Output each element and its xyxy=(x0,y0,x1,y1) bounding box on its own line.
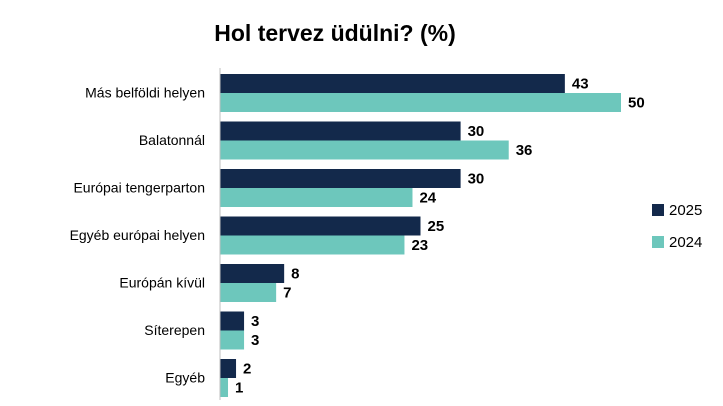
bar-2025 xyxy=(220,264,285,283)
bar-2025 xyxy=(220,311,245,331)
data-label-2024: 36 xyxy=(516,142,533,159)
bar-2024 xyxy=(220,235,405,255)
data-label-2025: 43 xyxy=(572,75,589,92)
category-label: Balatonnál xyxy=(139,132,205,148)
bar-2024 xyxy=(220,283,277,302)
data-label-2025: 30 xyxy=(468,123,485,140)
data-label-2024: 3 xyxy=(251,332,259,349)
category-label: Európai tengerparton xyxy=(73,180,205,196)
data-label-2025: 30 xyxy=(468,170,485,187)
legend-swatch-2025 xyxy=(652,204,664,216)
bar-2025 xyxy=(220,74,565,93)
category-label: Egyéb európai helyen xyxy=(70,227,205,243)
bar-2024 xyxy=(220,140,509,160)
data-label-2025: 8 xyxy=(291,265,299,282)
bar-2025 xyxy=(220,121,461,141)
data-label-2024: 23 xyxy=(411,237,428,254)
legend-swatch-2024 xyxy=(652,236,664,248)
category-label: Európán kívül xyxy=(119,275,205,291)
bar-2024 xyxy=(220,378,229,397)
category-label: Más belföldi helyen xyxy=(85,85,205,101)
data-label-2025: 2 xyxy=(243,360,251,377)
bar-2024 xyxy=(220,330,245,350)
data-label-2025: 3 xyxy=(251,313,259,330)
data-label-2024: 7 xyxy=(283,284,291,301)
data-label-2024: 24 xyxy=(419,189,436,206)
data-label-2025: 25 xyxy=(428,218,445,235)
bar-2025 xyxy=(220,216,421,236)
bar-2025 xyxy=(220,359,237,378)
legend-label-2025: 2025 xyxy=(669,202,702,219)
bar-2024 xyxy=(220,188,413,207)
data-label-2024: 50 xyxy=(628,94,645,111)
legend-label-2024: 2024 xyxy=(669,234,702,251)
bar-2025 xyxy=(220,169,461,188)
data-label-2024: 1 xyxy=(235,379,243,396)
category-label: Egyéb xyxy=(165,370,205,386)
bar-2024 xyxy=(220,93,621,112)
chart-title: Hol tervez üdülni? (%) xyxy=(214,20,456,46)
category-label: Síterepen xyxy=(144,322,205,338)
